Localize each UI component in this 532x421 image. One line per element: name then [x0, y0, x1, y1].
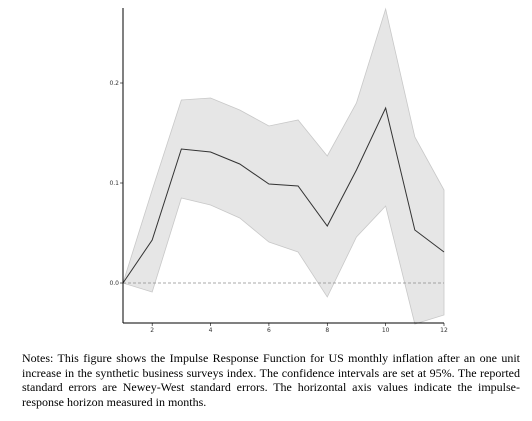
figure-notes: Notes: This figure shows the Impulse Res…	[22, 351, 520, 409]
y-tick-label: 0.0	[109, 280, 119, 287]
x-tick-label: 2	[150, 327, 154, 334]
x-tick-label: 6	[267, 327, 271, 334]
axes	[122, 8, 444, 324]
ticks: 2 4 6 8 10 12 0.0 0.1 0.2	[109, 80, 448, 334]
irf-series-line	[122, 106, 445, 284]
x-tick-label: 8	[325, 327, 329, 334]
irf-chart: 2 4 6 8 10 12 0.0 0.1 0.2	[109, 7, 448, 334]
irf-line-layer	[122, 106, 445, 284]
confidence-band-layer	[122, 7, 445, 325]
x-tick-label: 4	[209, 327, 213, 334]
confidence-band	[122, 7, 445, 325]
x-tick-label: 12	[440, 327, 448, 334]
y-tick-label: 0.2	[109, 80, 119, 87]
y-tick-label: 0.1	[109, 180, 119, 187]
x-tick-label: 10	[382, 327, 390, 334]
